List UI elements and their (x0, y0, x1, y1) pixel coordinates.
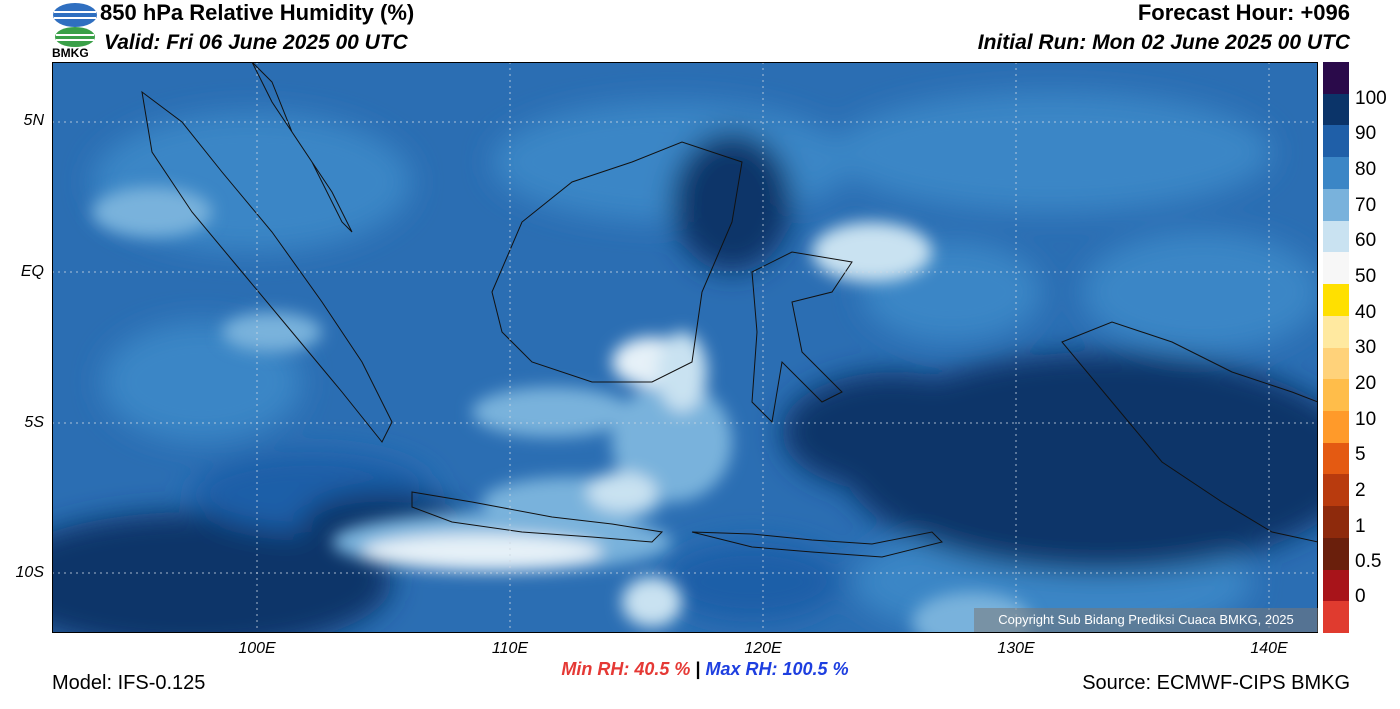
lat-tick-5s: 5S (24, 414, 44, 431)
lat-tick-eq: EQ (20, 263, 44, 280)
legend-swatch (1323, 506, 1349, 539)
lon-tick-140e: 140E (1250, 640, 1288, 657)
initial-run: Initial Run: Mon 02 June 2025 00 UTC (977, 31, 1350, 54)
legend-swatch (1323, 410, 1349, 443)
legend-swatch (1323, 601, 1349, 634)
legend-label-100: 100 (1355, 88, 1387, 109)
legend-swatch (1323, 252, 1349, 285)
legend-swatch (1323, 537, 1349, 570)
legend-swatch (1323, 220, 1349, 253)
lon-tick-120e: 120E (744, 640, 782, 657)
humidity-map (52, 62, 1318, 633)
legend-swatch (1323, 188, 1349, 221)
legend-label-5: 5 (1355, 444, 1366, 465)
legend-label-40: 40 (1355, 302, 1377, 323)
legend-swatch (1323, 347, 1349, 380)
min-rh: Min RH: 40.5 % (561, 659, 691, 679)
copyright-note: Copyright Sub Bidang Prediksi Cuaca BMKG… (974, 608, 1318, 632)
legend-label-0: 0 (1355, 586, 1366, 607)
legend-swatch (1323, 125, 1349, 158)
legend-label-30: 30 (1355, 337, 1377, 358)
legend-label-20: 20 (1355, 373, 1377, 394)
legend-swatch (1323, 315, 1349, 348)
lon-tick-100e: 100E (238, 640, 276, 657)
legend-colorbar (1323, 62, 1349, 634)
legend-swatch (1323, 379, 1349, 412)
lat-tick-5n: 5N (23, 112, 44, 129)
lon-tick-130e: 130E (997, 640, 1035, 657)
legend-swatch (1323, 157, 1349, 190)
legend-label-0-5: 0.5 (1355, 551, 1382, 572)
map-title: 850 hPa Relative Humidity (%) (100, 0, 415, 25)
legend-swatch (1323, 474, 1349, 507)
legend-swatch (1323, 569, 1349, 602)
legend-label-60: 60 (1355, 230, 1377, 251)
max-rh: Max RH: 100.5 % (705, 659, 849, 679)
legend-swatch (1323, 93, 1349, 126)
forecast-hour: Forecast Hour: +096 (1137, 0, 1350, 25)
logo-text: BMKG (52, 46, 89, 60)
rh-range: Min RH: 40.5 % | Max RH: 100.5 % (0, 659, 1400, 680)
legend-swatch (1323, 284, 1349, 317)
rh-separator: | (695, 659, 701, 679)
bmkg-logo-icon (53, 3, 97, 47)
lat-tick-10s: 10S (15, 564, 44, 581)
legend-label-70: 70 (1355, 195, 1377, 216)
legend-swatch (1323, 442, 1349, 475)
legend-label-1: 1 (1355, 516, 1366, 537)
legend-label-90: 90 (1355, 123, 1377, 144)
lon-tick-110e: 110E (491, 640, 529, 657)
model-label: Model: IFS-0.125 (52, 672, 206, 694)
legend-label-10: 10 (1355, 409, 1377, 430)
legend-swatch (1323, 62, 1349, 94)
source-label: Source: ECMWF-CIPS BMKG (1082, 672, 1350, 694)
valid-time: Valid: Fri 06 June 2025 00 UTC (104, 31, 408, 54)
legend-label-80: 80 (1355, 159, 1377, 180)
legend-label-50: 50 (1355, 266, 1377, 287)
legend-label-2: 2 (1355, 480, 1366, 501)
